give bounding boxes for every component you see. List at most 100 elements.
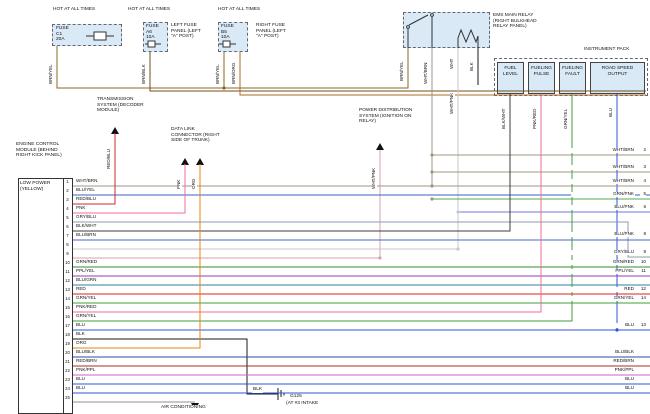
ground-location-label: (AT #3 INTAKE (285, 401, 331, 407)
fuel-level-label: FUEL LEVEL (503, 66, 518, 77)
fuse-amps: 10A (221, 35, 230, 41)
pin-wire (73, 164, 201, 349)
ecm-pin-number: 20 (65, 350, 70, 355)
vertical-wire-label: BLK/WHT (501, 107, 507, 130)
right-wire-name: WHT/BRN (571, 147, 635, 153)
vertical-wire-label: WHT/PNK (449, 91, 455, 115)
pin-wire-label: BLU/GRN (75, 277, 98, 283)
right-exit-label: BLU/BLK (571, 349, 646, 355)
ecm-pin-number: 16 (65, 314, 70, 319)
ecm-pin-number: 7 (66, 233, 69, 238)
vertical-wire-label: BRN/YEL (215, 63, 221, 85)
ecm-pin-number: 4 (66, 206, 69, 211)
relay-internals (406, 13, 479, 48)
right-wire-name: BLU/PNK (571, 204, 635, 210)
pin-wire-label: GRY/BLU (75, 214, 98, 220)
ecm-pin-number: 2 (66, 188, 69, 193)
right-wire-name: BLU (571, 385, 635, 391)
right-exit-label: GRN/YEL 14 (571, 295, 646, 301)
fuse-a6-text: FUSE A6 10A (146, 24, 168, 41)
right-exit-label: WHT/BRN 4 (571, 178, 646, 184)
pin-wire (73, 94, 511, 232)
right-wire-name: RED/BRN (571, 358, 635, 364)
vertical-wire-label: BRN/ORG (231, 61, 237, 85)
pin-wire-label: PNK/PPL (75, 367, 97, 373)
pin-wire-label: GRN/YEL (75, 313, 98, 319)
ecm-pin-number: 22 (65, 368, 70, 373)
pin-wire-label: PNK (75, 205, 87, 211)
relay-label: EMS MAIN RELAY (RIGHT BULKHEAD RELAY PAN… (493, 13, 537, 30)
data-link-connector-label: DATA LINK CONNECTOR (RIGHT SIDE OF TRUNK… (170, 127, 222, 144)
vertical-wire-label: BRN/BLK (141, 63, 147, 85)
ecm-pin-number: 13 (65, 287, 70, 292)
right-exit-label: RED/BRN (571, 358, 646, 364)
arrow-up-datalink-org (196, 158, 204, 165)
fueling-fault-label: FUELING FAULT (562, 66, 583, 77)
right-wire-number: 3 (640, 164, 646, 170)
ecm-power-label: LOW POWER (YELLOW) (20, 181, 51, 192)
pin-wire-label: BLU/BRN (75, 232, 97, 238)
right-wire-number: 14 (640, 295, 646, 301)
right-exit-label: WHT/BRN 3 (571, 164, 646, 170)
wire-brnyel-fuse-c1 (56, 46, 409, 89)
junction-dot (456, 210, 460, 214)
ecm-pin-number: 3 (66, 197, 69, 202)
right-wire-name: BLU (571, 322, 635, 328)
right-wire-number: 5 (640, 191, 646, 197)
transmission-system-label: TRANSMISSION SYSTEM (DECODER MODULE) (96, 97, 152, 114)
right-wire-number: 6 (640, 204, 646, 210)
ecm-pin-strip-divider (63, 178, 64, 414)
ground-wire-label: BLK (252, 387, 264, 393)
ecm-pin-number: 5 (66, 215, 69, 220)
fuse-name: FUSE (146, 24, 159, 29)
ecm-pin-number: 6 (66, 224, 69, 229)
fuse-symbols (86, 31, 236, 48)
fuse-amps: 10A (146, 35, 155, 41)
fuel-level-box (497, 62, 524, 94)
fuse-id: A6 (146, 29, 152, 35)
pin-wire-label: BLU/BLK (75, 349, 96, 355)
right-wire-name: PNK/PPL (571, 367, 635, 373)
right-exit-label: PNK/PPL (571, 367, 646, 373)
junction-dot (430, 170, 434, 174)
right-wire-name: WHT/BRN (571, 178, 635, 184)
hot-label-1: HOT AT ALL TIMES (53, 7, 96, 12)
power-distribution-label: POWER DISTRIBUTION SYSTEM (IGNITION ON R… (358, 108, 414, 125)
pin-wire-label: BLU (75, 376, 86, 382)
junction-dot (430, 153, 434, 157)
right-exit-label: BLU 13 (571, 322, 646, 328)
vertical-wire-label: ORG (191, 177, 197, 190)
pin-wire-label: PPL/YEL (75, 268, 96, 274)
instrument-pack-label: INSTRUMENT PACK (584, 47, 630, 52)
pin-wire-label: BLU (75, 322, 86, 328)
pin-wire (73, 133, 116, 205)
ecm-pin-number: 9 (66, 251, 69, 256)
right-wire-name: WHT/BRN (571, 164, 635, 170)
ecm-pin-number: 24 (65, 386, 70, 391)
pin-wire-label: GRN/YEL (75, 295, 98, 301)
vertical-wire-label: WHT/PNK (371, 166, 377, 190)
junction-dot (430, 197, 434, 201)
ecm-pin-number: 17 (65, 323, 70, 328)
right-exit-label: WHT/BRN 2 (571, 147, 646, 153)
junction-dot (222, 86, 226, 90)
fuse-id: B5 (221, 29, 227, 35)
ecm-pin-number: 10 (65, 260, 70, 265)
right-fuse-panel-label: RIGHT FUSE PANEL (LEFT "A" POST) (256, 23, 286, 40)
vertical-wire-label: PNK (176, 178, 182, 190)
arrow-up-power-dist (376, 143, 384, 150)
fuse-box-a6 (143, 22, 168, 52)
ecm-pin-number: 25 (65, 395, 70, 400)
fueling-pulse-label: FUELING PULSE (531, 66, 552, 77)
vertical-wire-label: BLK (469, 61, 475, 72)
vertical-wire-label: BRN/YEL (399, 60, 405, 82)
hot-label-3: HOT AT ALL TIMES (218, 7, 261, 12)
right-wire-name: BLU/BLK (571, 349, 635, 355)
fueling-fault-box (559, 62, 586, 94)
pin-wire (73, 164, 186, 214)
road-speed-output-box (590, 62, 645, 94)
vertical-wire-label: RED/BLU (106, 148, 112, 170)
right-exit-label: BLU (571, 376, 646, 382)
